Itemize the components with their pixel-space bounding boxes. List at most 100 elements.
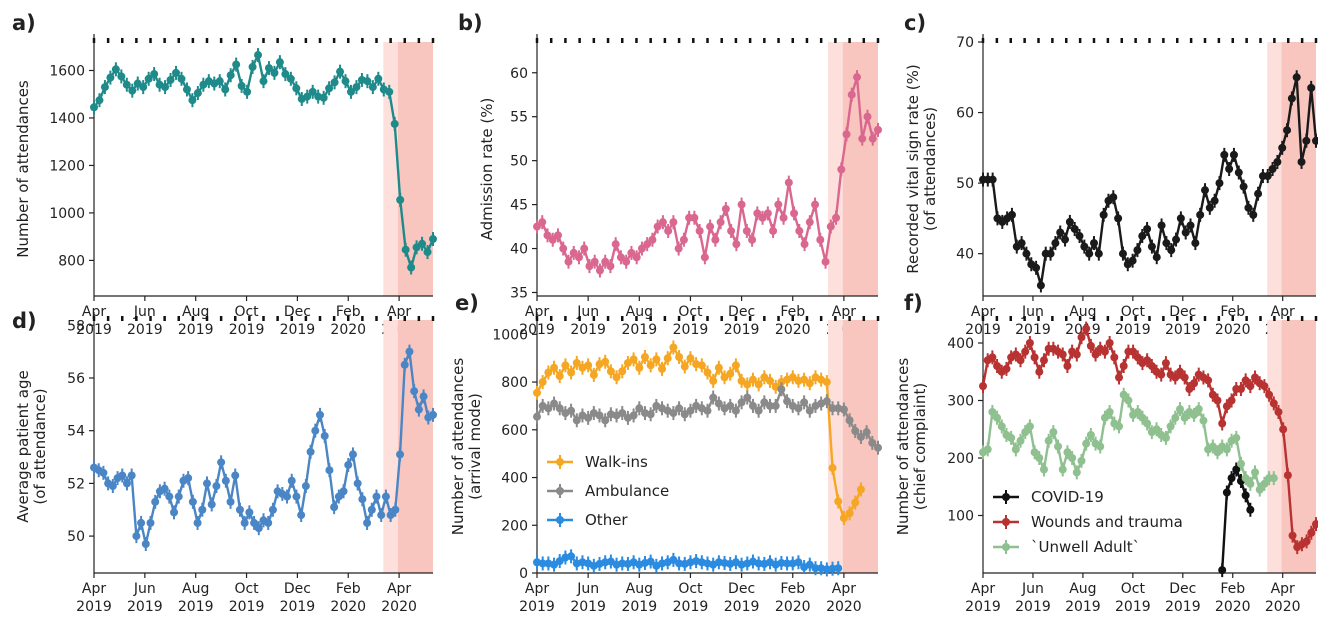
- data-point: [737, 200, 746, 209]
- data-point: [358, 495, 367, 504]
- data-point: [1161, 359, 1170, 368]
- data-point: [805, 379, 814, 388]
- data-point: [811, 564, 820, 573]
- x-tick-year: 2019: [127, 322, 163, 338]
- data-point: [822, 397, 831, 406]
- data-point: [1157, 221, 1166, 230]
- data-point: [845, 509, 854, 518]
- data-point: [1022, 249, 1031, 258]
- x-tick-month: Apr: [832, 581, 856, 597]
- data-point: [862, 428, 871, 437]
- data-point: [1124, 396, 1133, 405]
- data-point: [1007, 210, 1016, 219]
- x-tick-year: 2019: [280, 322, 316, 338]
- legend-item: Other: [547, 511, 628, 529]
- data-point: [301, 482, 310, 491]
- y-tick-label: 35: [510, 285, 528, 301]
- x-tick-month: Apr: [971, 581, 995, 597]
- data-point: [564, 257, 573, 266]
- data-point: [732, 240, 741, 249]
- x-tick-year: 2020: [330, 599, 366, 615]
- data-point: [221, 476, 230, 485]
- x-tick-month: Dec: [1169, 581, 1196, 597]
- y-tick-label: 40: [510, 242, 528, 258]
- data-point: [979, 382, 987, 391]
- data-point: [212, 482, 221, 491]
- data-point: [721, 204, 730, 213]
- data-point: [863, 112, 872, 121]
- data-point: [400, 360, 409, 369]
- data-point: [538, 218, 547, 227]
- data-point: [188, 96, 197, 105]
- data-point: [758, 213, 767, 222]
- data-point: [1017, 239, 1026, 248]
- data-point: [1244, 203, 1253, 212]
- legend-label: Wounds and trauma: [1031, 513, 1183, 531]
- x-tick-month: Jun: [1021, 581, 1044, 597]
- data-point: [429, 235, 437, 244]
- panel-letter: e): [455, 291, 479, 315]
- data-point: [226, 497, 235, 506]
- data-point: [286, 74, 295, 83]
- y-axis-label: Number of attendances: [894, 358, 912, 536]
- data-point: [794, 404, 803, 413]
- data-point: [1297, 157, 1306, 166]
- data-point: [784, 178, 793, 187]
- data-point: [1227, 474, 1236, 483]
- data-point: [697, 361, 706, 370]
- y-tick-label: 1000: [49, 206, 85, 222]
- data-point: [839, 405, 848, 414]
- data-point: [144, 74, 153, 83]
- data-point: [161, 83, 170, 92]
- data-point: [623, 358, 632, 367]
- data-point: [1222, 402, 1231, 411]
- lockdown-shade-light: [1267, 320, 1282, 573]
- panel-b: 354045505560Apr2019Jun2019Aug2019Oct2019…: [458, 11, 882, 338]
- data-point: [828, 463, 837, 472]
- data-point: [1118, 249, 1127, 258]
- data-point: [1213, 448, 1222, 457]
- data-point: [1011, 350, 1020, 359]
- data-point: [423, 248, 432, 257]
- x-tick-year: 2019: [1015, 599, 1051, 615]
- data-point: [669, 409, 678, 418]
- data-point: [1180, 373, 1189, 382]
- data-point: [679, 235, 688, 244]
- data-point: [595, 411, 604, 420]
- x-tick-year: 2020: [1265, 599, 1301, 615]
- data-point: [727, 226, 736, 235]
- data-point: [1147, 362, 1156, 370]
- data-point: [334, 492, 343, 501]
- data-point: [1133, 246, 1142, 255]
- data-point: [853, 73, 862, 82]
- data-point: [686, 406, 695, 415]
- data-point: [790, 209, 799, 218]
- data-point: [1049, 428, 1058, 437]
- data-point: [292, 492, 301, 501]
- data-point: [533, 222, 541, 231]
- data-point: [141, 540, 150, 549]
- data-point: [714, 363, 723, 372]
- legend-item: COVID-19: [993, 488, 1104, 506]
- data-point: [281, 70, 290, 79]
- x-tick-year: 2019: [229, 599, 265, 615]
- data-point: [248, 62, 257, 71]
- data-point: [675, 352, 684, 361]
- x-tick-year: 2020: [775, 599, 811, 615]
- data-point: [851, 498, 860, 507]
- y-tick-label: 50: [956, 176, 974, 192]
- y-tick-label: 1400: [49, 111, 85, 127]
- data-point: [303, 92, 312, 101]
- data-point: [410, 387, 419, 396]
- x-tick-month: Dec: [284, 581, 311, 597]
- data-point: [1096, 442, 1105, 451]
- data-point: [646, 557, 655, 566]
- data-point: [847, 90, 856, 99]
- data-point: [1236, 459, 1245, 468]
- data-point: [1273, 157, 1282, 166]
- data-point: [561, 361, 570, 370]
- data-point: [567, 406, 576, 415]
- data-point: [533, 388, 541, 397]
- data-point: [372, 492, 381, 501]
